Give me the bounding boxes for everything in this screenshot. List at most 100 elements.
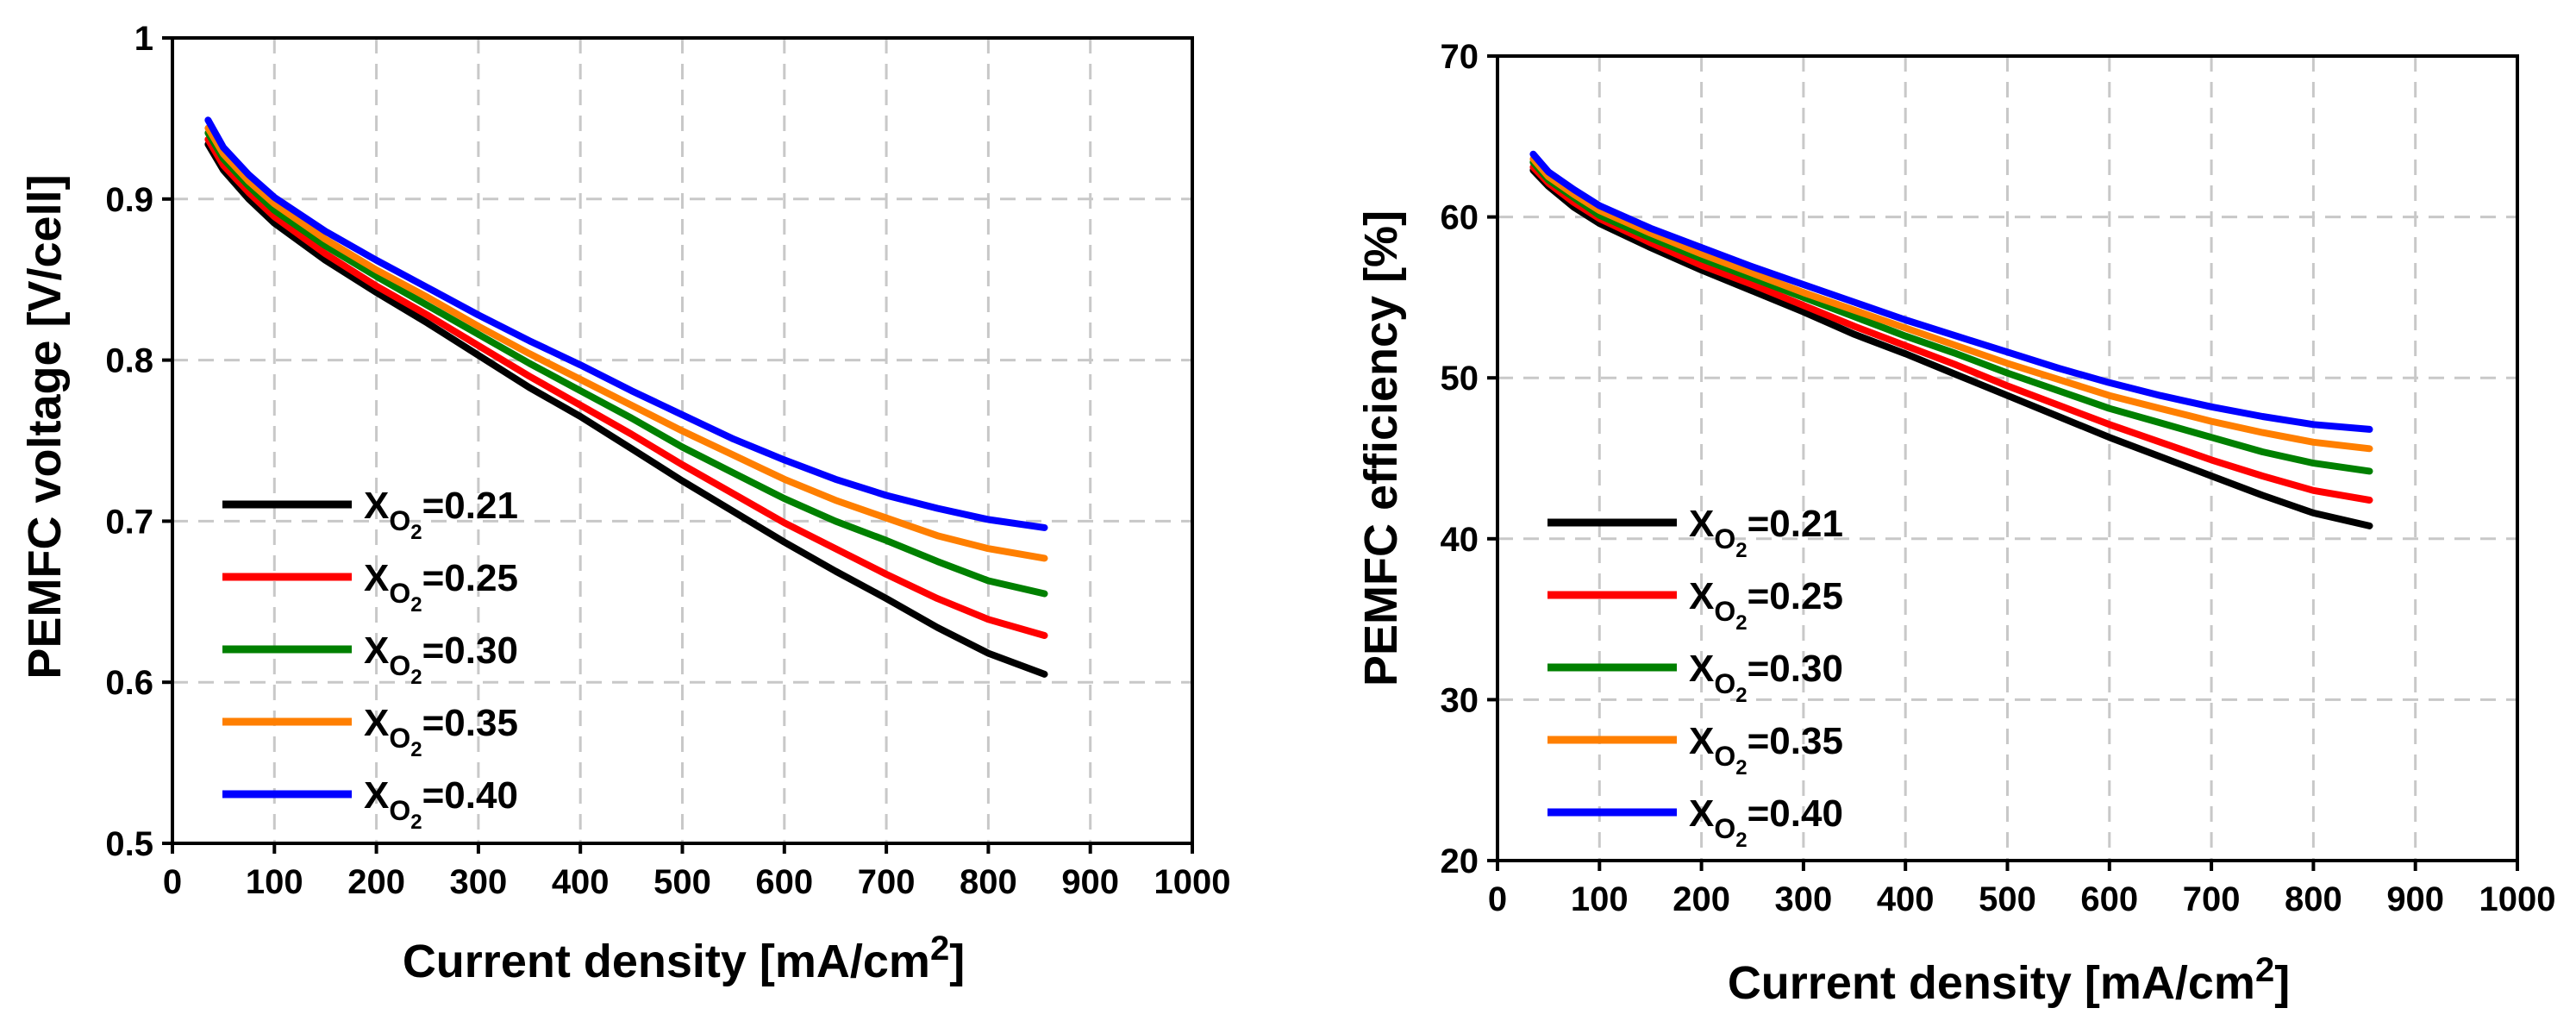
legend-label-base: X — [1689, 648, 1714, 690]
x-tick-label: 100 — [246, 863, 303, 901]
legend-label-sub2: 2 — [1735, 611, 1747, 635]
legend-label-base: X — [364, 702, 389, 744]
legend-label-base: X — [364, 557, 389, 599]
legend-label-0.21: XO2=0.21 — [1689, 503, 1843, 562]
series-line-0.30 — [204, 129, 1048, 598]
x-tick-label: 300 — [450, 863, 508, 901]
x-tick-label: 400 — [552, 863, 610, 901]
x-tick-label: 900 — [2386, 880, 2444, 918]
legend-label-sub: O — [1714, 741, 1735, 772]
x-tick-label: 300 — [1775, 880, 1833, 918]
x-axis-label-sup: 2 — [2255, 951, 2274, 989]
legend-label-value: =0.40 — [1748, 792, 1843, 835]
x-axis-label: Current density [mA/cm2] — [1728, 951, 2290, 1009]
legend-label-sub: O — [1714, 596, 1735, 627]
legend-label-sub: O — [1714, 523, 1735, 554]
legend-label-value: =0.21 — [422, 485, 518, 527]
x-tick-label: 400 — [1877, 880, 1935, 918]
legend-label-sub: O — [389, 650, 410, 681]
x-axis-label-main: Current density [mA/cm — [1728, 957, 2255, 1009]
x-tick-label: 800 — [2285, 880, 2342, 918]
legend-label-0.40: XO2=0.40 — [1689, 792, 1843, 852]
x-tick-label: 1000 — [1154, 863, 1231, 901]
x-axis-label-sup: 2 — [930, 930, 949, 968]
grid — [1497, 56, 2517, 861]
x-tick-label: 0 — [163, 863, 182, 901]
voltage-chart: PEMFC voltage [V/cell] Current density [… — [19, 20, 1230, 987]
x-axis-label: Current density [mA/cm2] — [403, 930, 965, 987]
x-tick-label: 700 — [2183, 880, 2241, 918]
series-line-0.21 — [1529, 166, 2373, 529]
x-tick-label: 600 — [755, 863, 813, 901]
legend-label-base: X — [1689, 792, 1714, 835]
legend-label-sub2: 2 — [1735, 829, 1747, 852]
y-axis-label: PEMFC voltage [V/cell] — [19, 174, 71, 679]
x-tick-label: 200 — [1673, 880, 1730, 918]
legend-label-base: X — [364, 774, 389, 817]
legend-label-sub2: 2 — [1735, 539, 1747, 562]
legend-label-value: =0.30 — [422, 629, 518, 672]
legend-label-sub: O — [389, 578, 410, 609]
series-line-0.35 — [1529, 155, 2373, 453]
x-tick-label: 800 — [960, 863, 1017, 901]
legend-label-0.25: XO2=0.25 — [1689, 575, 1843, 635]
series-line-0.40 — [1529, 150, 2373, 433]
legend-label-sub: O — [389, 723, 410, 754]
legend-label-0.30: XO2=0.30 — [364, 629, 518, 689]
legend-label-sub: O — [1714, 813, 1735, 844]
y-tick-label: 60 — [1441, 199, 1479, 237]
legend-label-sub: O — [389, 795, 410, 826]
legend-label-sub2: 2 — [410, 593, 422, 617]
x-tick-label: 600 — [2080, 880, 2138, 918]
legend-label-0.25: XO2=0.25 — [364, 557, 518, 617]
x-tick-label: 900 — [1061, 863, 1119, 901]
legend-label-sub2: 2 — [410, 811, 422, 834]
y-tick-label: 0.5 — [105, 825, 153, 863]
legend-label-sub2: 2 — [410, 521, 422, 544]
x-axis-label-end: ] — [2274, 957, 2290, 1009]
x-tick-label: 100 — [1571, 880, 1629, 918]
y-tick-label: 50 — [1441, 360, 1479, 398]
legend-label-base: X — [1689, 503, 1714, 545]
x-tick-label: 500 — [653, 863, 711, 901]
legend-label-sub2: 2 — [410, 738, 422, 761]
series-line-0.35 — [204, 124, 1048, 562]
y-tick-label: 70 — [1441, 38, 1479, 76]
legend-label-sub: O — [1714, 668, 1735, 699]
x-axis-label-end: ] — [949, 936, 965, 987]
legend-label-base: X — [1689, 720, 1714, 762]
legend-label-value: =0.30 — [1748, 648, 1843, 690]
x-tick-label: 700 — [858, 863, 916, 901]
y-tick-label: 0.7 — [105, 503, 153, 541]
legend-label-sub: O — [389, 505, 410, 536]
y-tick-label: 0.8 — [105, 342, 153, 380]
legend-label-value: =0.35 — [422, 702, 518, 744]
y-tick-label: 30 — [1441, 681, 1479, 719]
legend-label-sub2: 2 — [410, 666, 422, 689]
x-tick-label: 0 — [1488, 880, 1507, 918]
legend-label-0.35: XO2=0.35 — [1689, 720, 1843, 780]
series-line-0.40 — [204, 116, 1048, 531]
x-tick-label: 500 — [1979, 880, 2036, 918]
y-tick-label: 0.9 — [105, 181, 153, 219]
legend-label-base: X — [364, 485, 389, 527]
x-axis-label-main: Current density [mA/cm — [403, 936, 930, 987]
y-tick-label: 40 — [1441, 521, 1479, 559]
legend-label-value: =0.35 — [1748, 720, 1843, 762]
y-tick-label: 20 — [1441, 842, 1479, 880]
legend-label-value: =0.25 — [422, 557, 518, 599]
legend-label-value: =0.21 — [1748, 503, 1843, 545]
grid — [172, 38, 1192, 843]
y-axis-label: PEMFC efficiency [%] — [1355, 210, 1407, 686]
y-tick-label: 0.6 — [105, 664, 153, 702]
series-line-0.30 — [1529, 159, 2373, 475]
legend-label-value: =0.25 — [1748, 575, 1843, 617]
legend-label-base: X — [1689, 575, 1714, 617]
y-tick-label: 1 — [134, 20, 153, 58]
legend-label-sub2: 2 — [1735, 756, 1747, 780]
legend-label-sub2: 2 — [1735, 684, 1747, 707]
x-tick-label: 200 — [347, 863, 405, 901]
legend-label-base: X — [364, 629, 389, 672]
